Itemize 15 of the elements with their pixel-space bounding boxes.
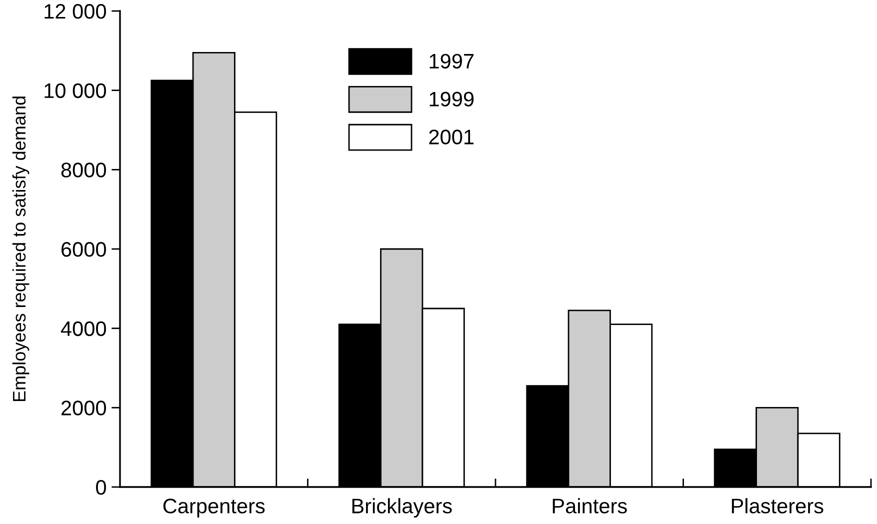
legend-label: 2001	[429, 130, 474, 144]
y-tick-label: 6000	[62, 242, 106, 257]
x-tick-label: Plasterers	[732, 498, 824, 514]
y-tick-label: 0	[96, 480, 106, 495]
legend-label: 1999	[430, 92, 474, 106]
y-tick-label: 4000	[60, 321, 106, 336]
y-tick-label: 8000	[61, 162, 106, 178]
x-tick-label: Carpenters	[163, 498, 265, 518]
legend-label: 1997	[430, 54, 474, 69]
y-tick-label: 10 000	[44, 83, 106, 98]
y-tick-label: 2000	[62, 400, 106, 416]
y-tick-label: 12 000	[44, 4, 106, 19]
y-axis-title: Employees required to satisfy demand	[12, 96, 30, 402]
x-tick-label: Bricklayers	[352, 498, 452, 518]
x-tick-label: Painters	[552, 498, 627, 514]
